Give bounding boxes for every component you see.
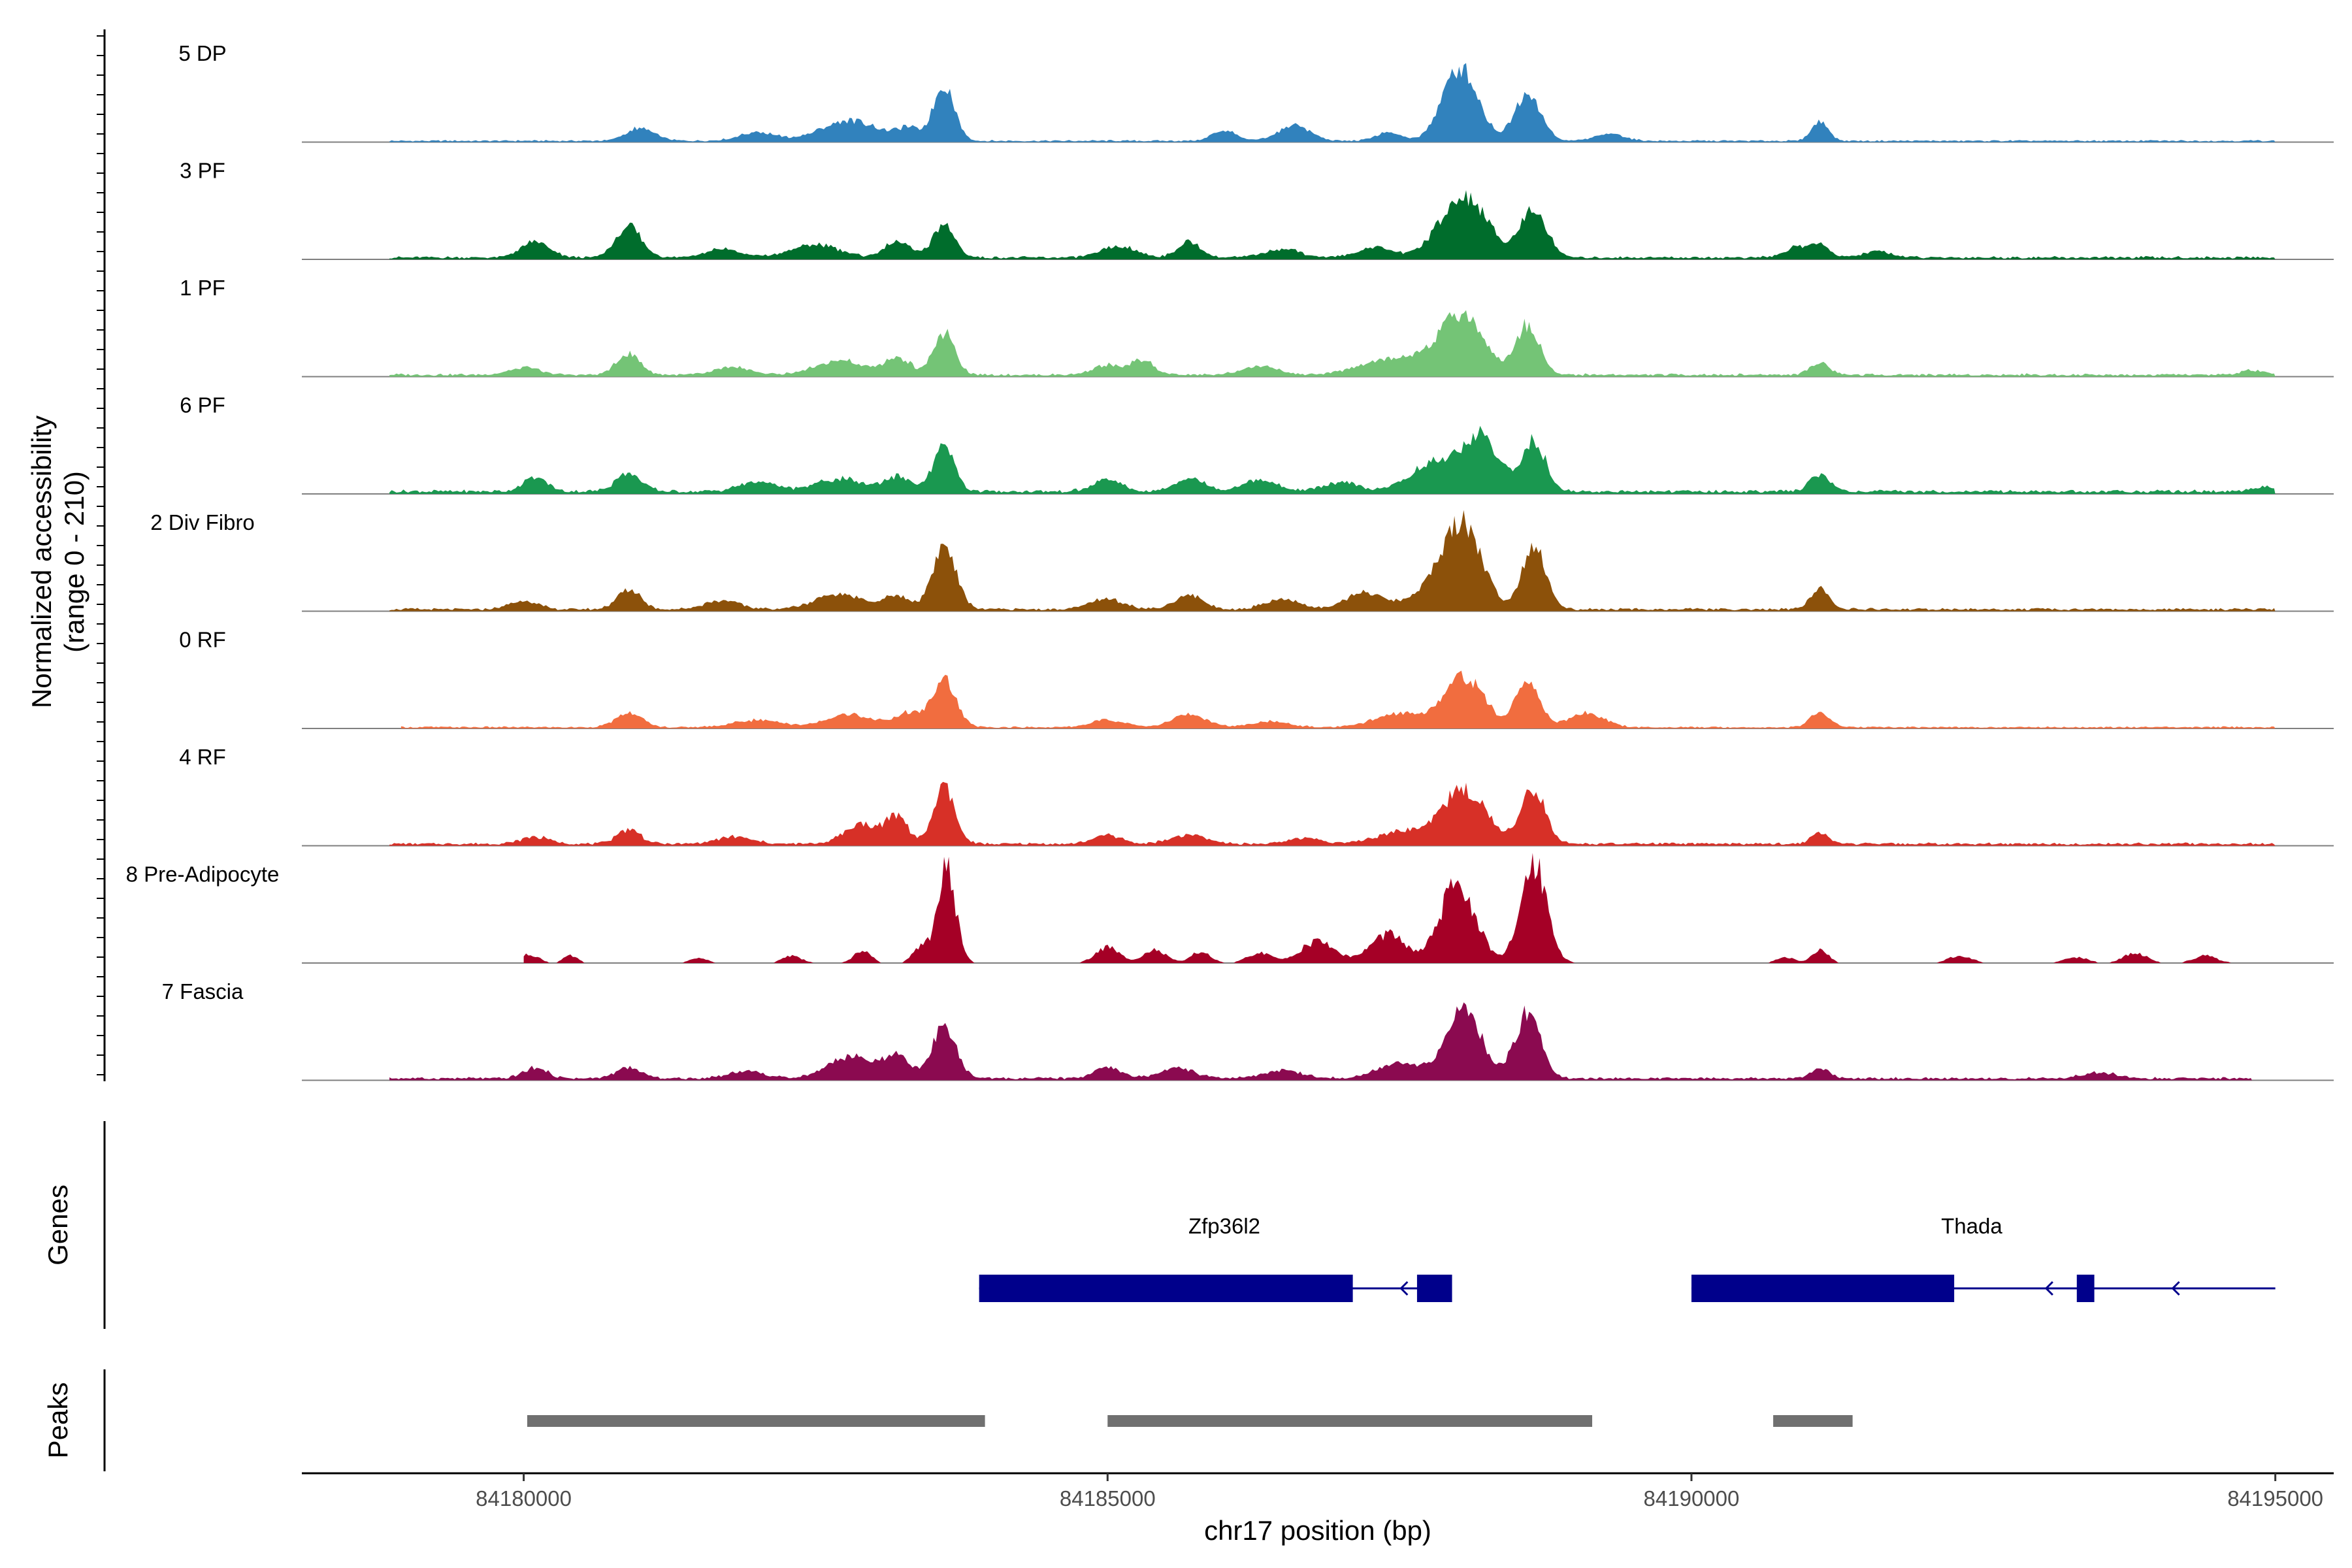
track-label: 6 PF: [180, 393, 225, 417]
strand-arrow: [2044, 1281, 2053, 1296]
gene-track: Zfp36l2 Thada: [979, 1214, 2276, 1302]
coverage-area: [389, 63, 2276, 142]
track-3-pf: 3 PF: [180, 159, 2334, 260]
track-0-rf: 0 RF: [179, 628, 2334, 729]
peak-region: [527, 1415, 985, 1427]
coverage-y-axis-ticks: [97, 35, 105, 1075]
peaks-track-title: Peaks: [42, 1382, 73, 1459]
gene-exon: [1691, 1275, 1955, 1302]
x-axis-title: chr17 position (bp): [1204, 1515, 1431, 1546]
track-4-rf: 4 RF: [179, 745, 2334, 847]
coverage-area: [389, 1002, 2252, 1081]
coverage-area: [400, 670, 2276, 728]
track-label: 0 RF: [179, 628, 226, 652]
track-6-pf: 6 PF: [180, 393, 2334, 495]
track-label: 2 Div Fibro: [150, 510, 255, 534]
gene-label: Zfp36l2: [1188, 1214, 1260, 1238]
gene-exon: [979, 1275, 1353, 1302]
gene-exon: [2076, 1275, 2095, 1302]
track-label: 4 RF: [179, 745, 226, 769]
peak-track: [527, 1415, 1853, 1427]
x-axis-tick-label: 84190000: [1644, 1486, 1740, 1511]
coverage-area: [389, 425, 2276, 494]
peak-region: [1107, 1415, 1593, 1427]
peak-region: [1773, 1415, 1853, 1427]
x-axis-tick-label: 84185000: [1060, 1486, 1156, 1511]
x-axis-ticks: 84180000 84185000 84190000 84195000: [476, 1473, 2323, 1511]
gene-label: Thada: [1941, 1214, 2002, 1238]
track-label: 8 Pre-Adipocyte: [126, 862, 280, 887]
track-5-dp: 5 DP: [178, 41, 2334, 143]
track-label: 1 PF: [180, 276, 225, 300]
track-label: 5 DP: [178, 41, 226, 65]
track-7-fascia: 7 Fascia: [162, 979, 2334, 1081]
gene-zfp36l2: Zfp36l2: [979, 1214, 1452, 1302]
coverage-area: [389, 310, 2276, 377]
track-1-pf: 1 PF: [180, 276, 2334, 378]
y-axis-range: (range 0 - 210): [59, 471, 90, 653]
strand-arrow: [2171, 1281, 2180, 1296]
track-label: 7 Fascia: [162, 979, 244, 1004]
track-8-pre-adipocyte: 8 Pre-Adipocyte: [126, 853, 2334, 964]
track-label: 3 PF: [180, 159, 225, 183]
coverage-tracks: 5 DP 3 PF 1 PF 6 PF 2 Div Fibro 0 RF 4 RF 8 Pre…: [126, 41, 2334, 1081]
coverage-area: [389, 190, 2276, 259]
strand-arrow: [1399, 1281, 1409, 1296]
track-2-div-fibro: 2 Div Fibro: [150, 510, 2334, 612]
coverage-area: [523, 853, 2276, 963]
gene-thada: Thada: [1691, 1214, 2276, 1302]
genes-track-title: Genes: [42, 1184, 73, 1266]
x-axis-tick-label: 84180000: [476, 1486, 572, 1511]
gene-exon: [1416, 1275, 1452, 1302]
coverage-area: [389, 781, 2276, 846]
x-axis-tick-label: 84195000: [2227, 1486, 2323, 1511]
coverage-area: [389, 510, 2276, 612]
y-axis-title: Normalized accessibility: [26, 416, 57, 708]
